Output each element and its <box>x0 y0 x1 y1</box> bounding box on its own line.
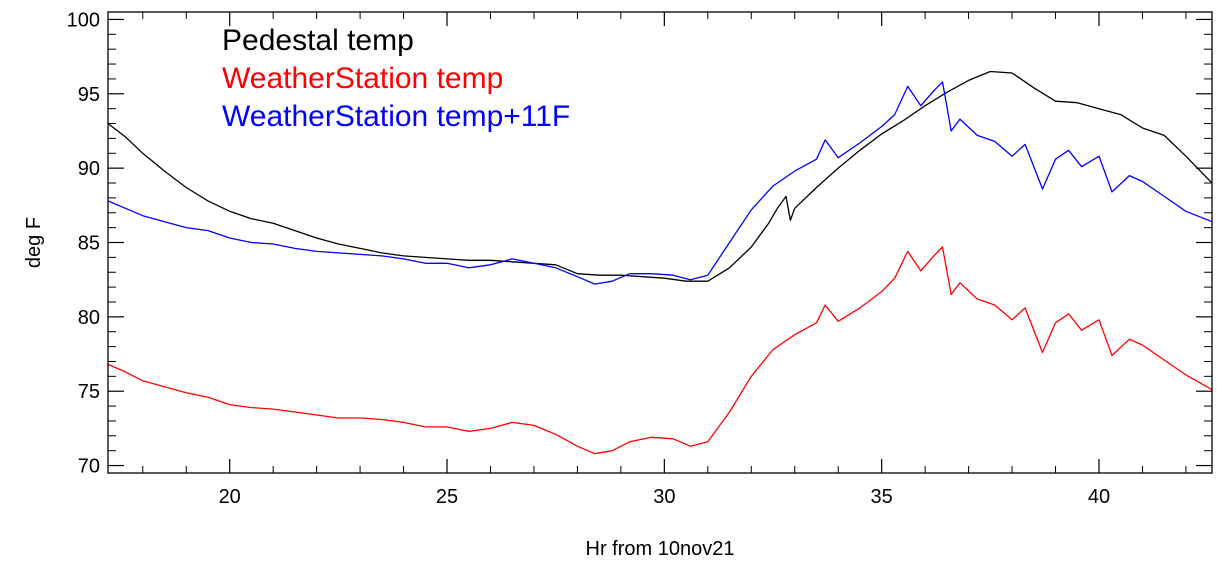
y-axis-label: deg F <box>23 217 45 268</box>
x-tick-label: 20 <box>219 486 241 508</box>
series-line-3 <box>108 81 1212 285</box>
x-axis-label: Hr from 10nov21 <box>586 538 735 560</box>
y-tick-label: 100 <box>67 9 100 31</box>
x-tick-label: 25 <box>436 486 458 508</box>
y-tick-label: 85 <box>78 233 100 255</box>
axes: 20 25 30 35 40 70 75 80 85 90 95 100 <box>67 9 1213 508</box>
y-tick-label: 95 <box>78 84 100 106</box>
legend-entry-1: Pedestal temp <box>222 24 414 57</box>
x-tick-label: 40 <box>1088 486 1110 508</box>
x-tick-label: 30 <box>653 486 675 508</box>
y-tick-label: 75 <box>78 381 100 403</box>
legend-entry-3: WeatherStation temp+11F <box>222 100 570 133</box>
series-line-1 <box>108 70 1212 282</box>
plot-content <box>108 70 1212 455</box>
series-line-2 <box>108 246 1212 455</box>
legend: Pedestal temp WeatherStation temp WeatherS… <box>222 24 570 133</box>
y-tick-label: 90 <box>78 158 100 180</box>
y-tick-label: 80 <box>78 307 100 329</box>
legend-entry-2: WeatherStation temp <box>222 62 503 95</box>
x-tick-label: 35 <box>871 486 893 508</box>
y-tick-label: 70 <box>78 456 100 478</box>
